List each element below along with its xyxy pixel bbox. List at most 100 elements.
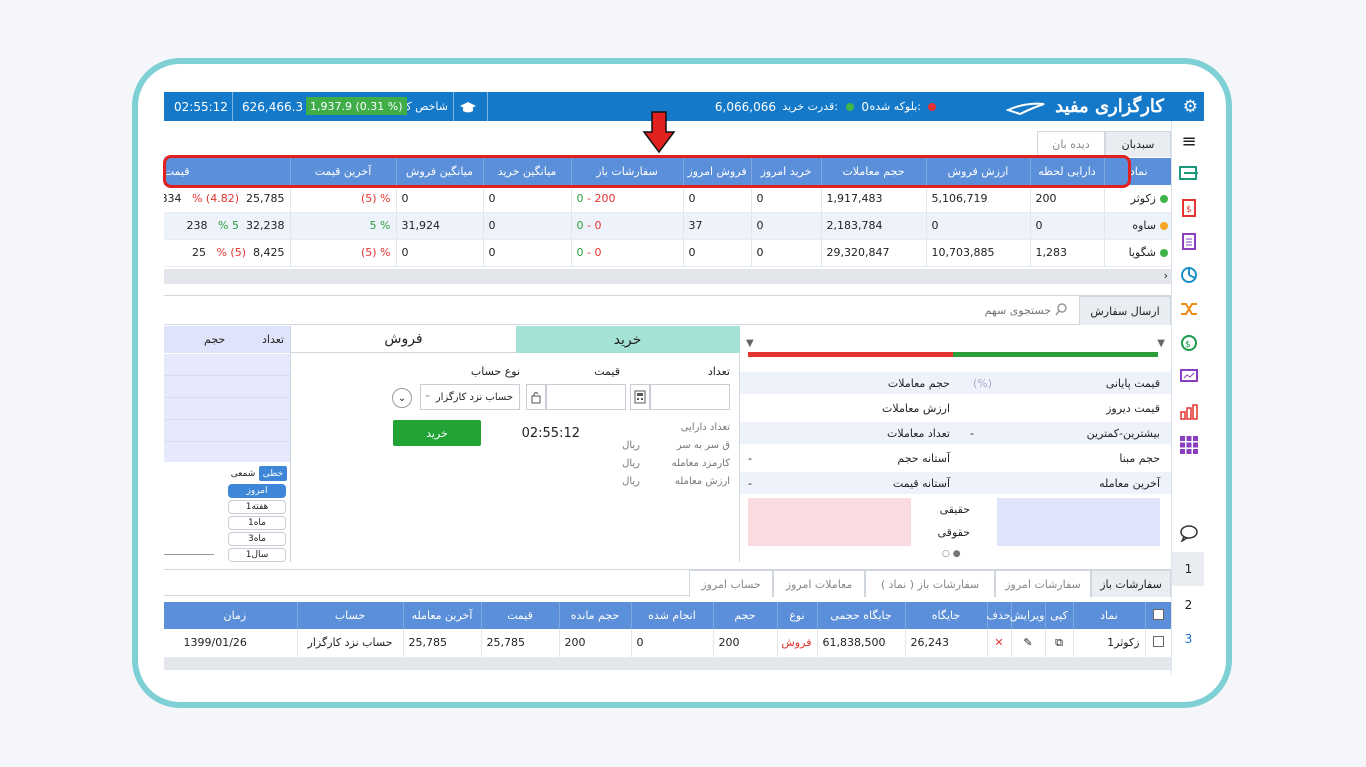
chevron-right-icon[interactable]: ›: [1163, 269, 1168, 282]
col-open-orders[interactable]: سفارشات باز: [570, 158, 683, 185]
page-1[interactable]: 1: [1172, 552, 1204, 586]
refresh-money-icon[interactable]: $: [1177, 331, 1201, 355]
pager-dots[interactable]: ○ ●: [942, 549, 961, 559]
col-avg-sell[interactable]: میانگین فروش: [395, 158, 483, 185]
select-all-checkbox[interactable]: [1144, 602, 1171, 629]
grid-apps-icon[interactable]: [1177, 433, 1201, 457]
col-delete[interactable]: حذف: [986, 602, 1011, 629]
search-input[interactable]: [901, 300, 1051, 320]
chat-icon[interactable]: [1177, 521, 1201, 545]
col-time[interactable]: زمان: [164, 602, 297, 629]
col-close-price[interactable]: قیمت پایانی: [164, 158, 290, 185]
row-checkbox[interactable]: [1144, 629, 1171, 658]
top-bar: ⚙ کارگزاری مفید بلوکه شده: 0 قدرت خرید: …: [164, 92, 1204, 121]
tab-today-trades[interactable]: معاملات امروز: [773, 570, 865, 597]
col-holding[interactable]: دارایی لحظه: [1029, 158, 1104, 185]
clipboard-icon[interactable]: [1177, 229, 1201, 253]
buy-button[interactable]: خرید: [393, 420, 481, 446]
pie-chart-icon[interactable]: [1177, 263, 1201, 287]
portfolio-icon[interactable]: [1177, 161, 1201, 185]
col-position[interactable]: جایگاه: [904, 602, 987, 629]
down-arrow-icon: [642, 111, 676, 154]
col-price[interactable]: قیمت: [480, 602, 559, 629]
account-select[interactable]: حساب نزد کارگزار ⌄: [420, 384, 520, 410]
tab-sell[interactable]: فروش: [291, 326, 516, 353]
period-1week[interactable]: 1هفته: [228, 500, 286, 514]
delete-icon[interactable]: ✕: [986, 629, 1011, 658]
account-type-label: نوع حساب: [470, 365, 520, 378]
calculator-icon[interactable]: [630, 384, 650, 410]
volume-cell: 200: [712, 629, 777, 658]
col-sell-value[interactable]: ارزش فروش: [925, 158, 1030, 185]
col-volume[interactable]: حجم معاملات: [820, 158, 926, 185]
dropdown-icon[interactable]: ▼: [1157, 338, 1165, 349]
depth-volume-header: حجم: [204, 333, 226, 346]
tab-watchlist[interactable]: دیده بان: [1037, 131, 1105, 157]
period-1year[interactable]: 1سال: [228, 548, 286, 562]
tab-open-orders[interactable]: سفارشات باز: [1091, 570, 1171, 597]
col-volume[interactable]: حجم: [712, 602, 777, 629]
graduation-cap-icon[interactable]: [460, 92, 476, 121]
open-orders-cell: 0 - 200: [570, 185, 683, 213]
col-done[interactable]: انجام شده: [630, 602, 713, 629]
symbol-cell[interactable]: ساوه: [1103, 212, 1173, 240]
menu-icon[interactable]: ≡: [1181, 130, 1197, 152]
power-label: قدرت خرید:: [782, 100, 838, 113]
done-cell: 0: [630, 629, 713, 658]
table-row[interactable]: زکوثر1 ⧉ ✎ ✕ 26,243 61,838,500 فروش 200 …: [164, 629, 1171, 658]
col-last-trade[interactable]: آخرین معامله: [402, 602, 481, 629]
col-symbol[interactable]: نماد: [1072, 602, 1145, 629]
col-type[interactable]: نوع: [776, 602, 817, 629]
col-edit[interactable]: ویرایش: [1010, 602, 1045, 629]
page-3[interactable]: 3: [1184, 632, 1193, 646]
col-avg-buy[interactable]: میانگین خرید: [482, 158, 571, 185]
col-buy-today[interactable]: خرید امروز: [750, 158, 821, 185]
buy-sell-bar: [748, 352, 1158, 357]
volume-cell: 2,183,784: [820, 212, 926, 240]
tab-open-orders-symbol[interactable]: سفارشات باز ( نماد ): [865, 570, 995, 597]
dropdown-icon[interactable]: ▼: [746, 338, 754, 349]
count-input[interactable]: [650, 384, 730, 410]
tab-basket[interactable]: سبدبان: [1105, 131, 1171, 157]
info-row: بیشترین-کمترین - تعداد معاملات: [740, 422, 1172, 444]
orders-scrollbar[interactable]: [164, 658, 1171, 670]
price-input[interactable]: [546, 384, 626, 410]
col-sell-today[interactable]: فروش امروز: [682, 158, 751, 185]
bar-chart-icon[interactable]: [1177, 399, 1201, 423]
info-row: قیمت دیروز ارزش معاملات: [882, 401, 1160, 415]
tab-send-order[interactable]: ارسال سفارش: [1079, 296, 1171, 325]
col-copy[interactable]: کپی: [1044, 602, 1073, 629]
col-account[interactable]: حساب: [296, 602, 403, 629]
tab-today-account[interactable]: حساب امروز: [689, 570, 773, 597]
edit-icon[interactable]: ✎: [1010, 629, 1045, 658]
shuffle-icon[interactable]: [1177, 297, 1201, 321]
receipt-icon[interactable]: $: [1177, 196, 1201, 220]
table-row[interactable]: شگویا 1,283 10,703,885 29,320,847 0 0 0 …: [164, 239, 1173, 267]
col-volume-position[interactable]: جایگاه حجمی: [816, 602, 905, 629]
candle-chart-toggle[interactable]: شمعی: [230, 468, 256, 479]
gear-icon[interactable]: ⚙: [1182, 96, 1198, 117]
tab-buy[interactable]: خرید: [515, 326, 740, 353]
watchlist-scrollbar[interactable]: ›: [164, 269, 1171, 284]
tab-today-orders[interactable]: سفارشات امروز: [995, 570, 1091, 597]
copy-icon[interactable]: ⧉: [1044, 629, 1073, 658]
table-row[interactable]: زکوثر 200 5,106,719 1,917,483 0 0 0 - 20…: [164, 185, 1173, 213]
line-chart-toggle[interactable]: خطی: [259, 466, 287, 481]
count-label: تعداد: [707, 365, 730, 378]
monitor-chart-icon[interactable]: [1177, 365, 1201, 389]
symbol-cell[interactable]: زکوثر: [1103, 185, 1173, 213]
avg-sell-cell: 31,924: [395, 212, 483, 240]
period-today[interactable]: امروز: [228, 484, 286, 498]
col-symbol[interactable]: نماد: [1103, 158, 1173, 185]
symbol-cell[interactable]: شگویا: [1103, 239, 1173, 267]
col-remaining[interactable]: حجم مانده: [558, 602, 631, 629]
period-3month[interactable]: 3ماه: [228, 532, 286, 546]
page-2[interactable]: 2: [1184, 598, 1193, 612]
period-1month[interactable]: 1ماه: [228, 516, 286, 530]
col-last-price[interactable]: آخرین قیمت: [289, 158, 396, 185]
table-row[interactable]: ساوه 0 0 2,183,784 0 37 0 - 0 0 31,924 5…: [164, 212, 1173, 240]
expand-icon[interactable]: ⌄: [392, 388, 412, 408]
symbol-info: ▼ ▼ قیمت پایانی (%) حجم معاملات قیمت دیر…: [739, 326, 1172, 562]
lock-icon[interactable]: [526, 384, 546, 410]
price-cell: 25,785: [480, 629, 559, 658]
